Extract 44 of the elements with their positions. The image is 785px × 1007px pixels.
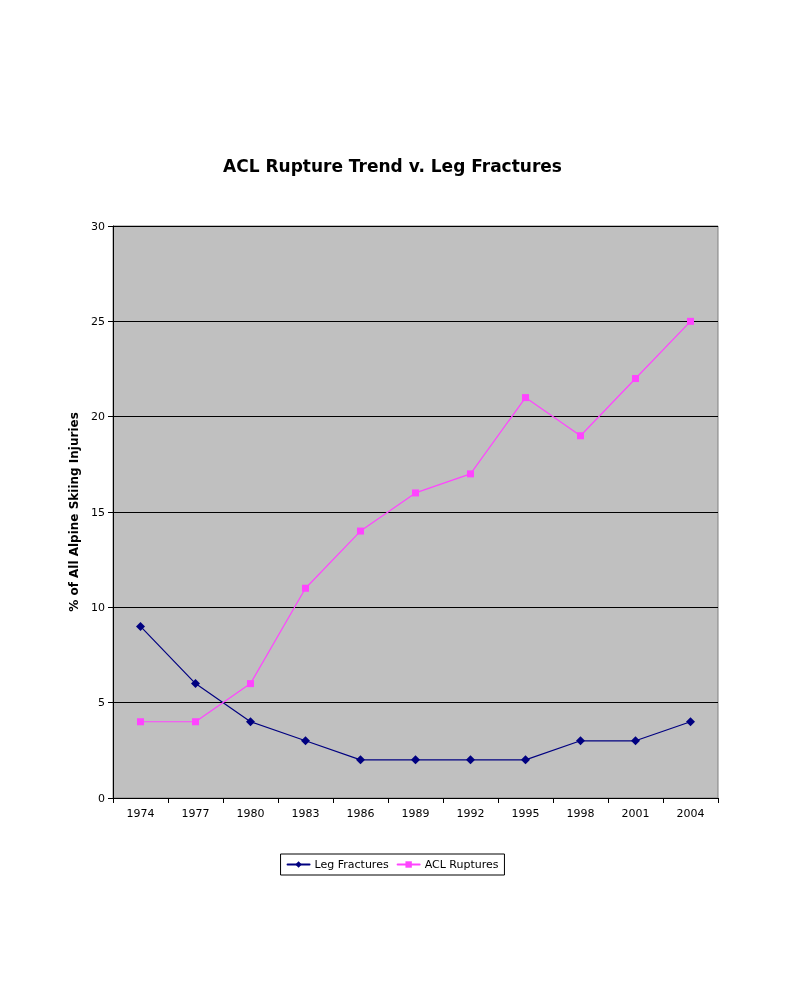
point <box>136 621 145 631</box>
point <box>356 755 365 765</box>
point <box>521 755 530 765</box>
point <box>192 718 199 726</box>
x-tick-label: 1998 <box>566 807 595 820</box>
point <box>687 317 694 325</box>
y-tick-label: 15 <box>91 505 105 519</box>
x-tick-label: 1992 <box>456 807 485 820</box>
point <box>301 736 310 746</box>
x-tick-label: 1980 <box>236 807 265 820</box>
point <box>137 718 144 726</box>
y-tick-label: 30 <box>91 219 105 233</box>
point <box>467 470 474 478</box>
y-axis-title: % of All Alpine Skiing Injuries <box>67 412 82 612</box>
point <box>577 432 584 440</box>
chart-title: ACL Rupture Trend v. Leg Fractures <box>223 155 562 176</box>
y-tick-label: 25 <box>91 314 105 328</box>
point <box>302 584 309 592</box>
y-tick-label: 20 <box>91 410 105 424</box>
point <box>631 736 640 746</box>
point <box>191 679 200 689</box>
x-tick-label: 1995 <box>511 807 540 820</box>
point <box>686 717 695 727</box>
y-tick-label: 0 <box>98 791 105 805</box>
point <box>246 717 255 727</box>
x-tick-label: 1974 <box>126 807 155 820</box>
point <box>247 680 254 688</box>
point <box>576 736 585 746</box>
x-tick-label: 2004 <box>676 807 705 820</box>
x-tick-label: 2001 <box>621 807 650 820</box>
point <box>411 755 420 765</box>
point <box>412 489 419 497</box>
y-tick-label: 10 <box>91 600 105 614</box>
x-tick-label: 1989 <box>401 807 430 820</box>
x-tick-label: 1983 <box>291 807 320 820</box>
point <box>522 394 529 402</box>
legend-label: ACL Ruptures <box>424 858 499 871</box>
y-tick-label: 5 <box>98 696 105 710</box>
point <box>466 755 475 765</box>
x-tick-label: 1977 <box>181 807 210 820</box>
point <box>357 527 364 535</box>
point <box>632 375 639 383</box>
x-tick-label: 1986 <box>346 807 375 820</box>
legend-label: Leg Fractures <box>314 858 389 871</box>
